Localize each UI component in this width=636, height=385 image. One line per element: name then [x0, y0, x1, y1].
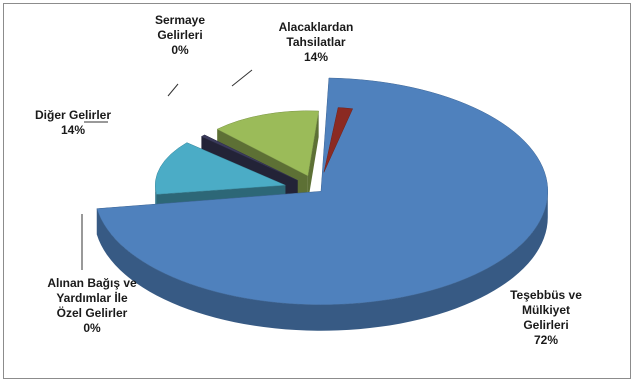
- slice-tops: [97, 78, 548, 305]
- label-alinan-bagis: Alınan Bağış ve Yardımlar İle Özel Gelir…: [22, 276, 162, 336]
- label-alacaklardan: Alacaklardan Tahsilatlar 14%: [256, 20, 376, 65]
- label-alinan-line2: Yardımlar İle: [22, 291, 162, 306]
- label-sermaye-line1: Sermaye: [130, 13, 230, 28]
- label-alinan-line1: Alınan Bağış ve: [22, 276, 162, 291]
- label-tesebbus-line2: Mülkiyet: [486, 303, 606, 318]
- label-alacaklardan-line1: Alacaklardan: [256, 20, 376, 35]
- label-tesebbus: Teşebbüs ve Mülkiyet Gelirleri 72%: [486, 288, 606, 348]
- label-sermaye-line2: Gelirleri: [130, 28, 230, 43]
- leader-line-1: [168, 84, 178, 96]
- label-alinan-line3: Özel Gelirler: [22, 306, 162, 321]
- label-diger: Diğer Gelirler 14%: [18, 108, 128, 138]
- leader-line-0: [232, 70, 252, 86]
- label-sermaye-pct: 0%: [130, 43, 230, 58]
- label-diger-pct: 14%: [18, 123, 128, 138]
- label-diger-line1: Diğer Gelirler: [18, 108, 128, 123]
- label-alacaklardan-pct: 14%: [256, 50, 376, 65]
- label-alinan-pct: 0%: [22, 321, 162, 336]
- label-tesebbus-line3: Gelirleri: [486, 318, 606, 333]
- label-sermaye: Sermaye Gelirleri 0%: [130, 13, 230, 58]
- label-tesebbus-pct: 72%: [486, 333, 606, 348]
- label-alacaklardan-line2: Tahsilatlar: [256, 35, 376, 50]
- label-tesebbus-line1: Teşebbüs ve: [486, 288, 606, 303]
